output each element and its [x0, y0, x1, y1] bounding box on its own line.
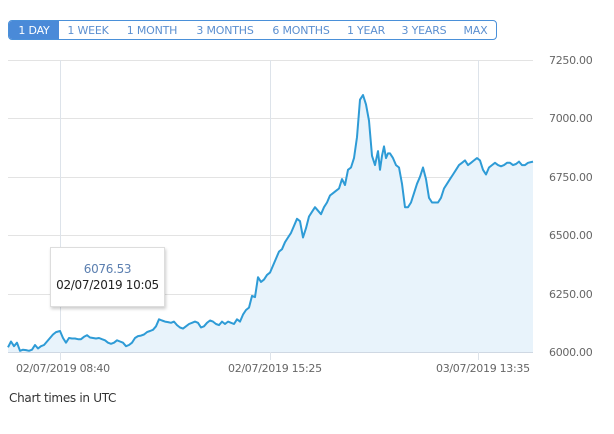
chart-tooltip: 6076.53 02/07/2019 10:05 [50, 247, 165, 307]
price-line [7, 94, 534, 352]
x-axis-label-3: 03/07/2019 13:35 [436, 362, 530, 375]
y-axis-label-6250: 6250.00 [549, 288, 593, 301]
price-area-fill [8, 95, 533, 352]
range-button-3-years[interactable]: 3 YEARS [401, 23, 447, 37]
range-button-max[interactable]: MAX [463, 23, 488, 37]
price-chart[interactable] [0, 0, 614, 380]
x-axis-label-2: 02/07/2019 15:25 [228, 362, 322, 375]
x-axis-label-1: 02/07/2019 08:40 [16, 362, 110, 375]
range-button-3-months[interactable]: 3 MONTHS [196, 23, 254, 37]
range-button-1-year[interactable]: 1 YEAR [346, 23, 386, 37]
tooltip-value: 6076.53 [83, 262, 132, 276]
range-button-6-months[interactable]: 6 MONTHS [272, 23, 330, 37]
range-button-1-week[interactable]: 1 WEEK [67, 23, 109, 37]
y-axis-label-6750: 6750.00 [549, 171, 593, 184]
range-button-1-day[interactable]: 1 DAY [9, 21, 59, 39]
chart-timezone-note: Chart times in UTC [9, 391, 117, 405]
y-axis-label-6500: 6500.00 [549, 229, 593, 242]
y-axis-label-7250: 7250.00 [549, 54, 593, 67]
y-axis-label-6000: 6000.00 [549, 346, 593, 359]
time-range-selector: 1 DAY 1 WEEK 1 MONTH 3 MONTHS 6 MONTHS 1… [8, 20, 497, 40]
tooltip-timestamp: 02/07/2019 10:05 [56, 278, 159, 292]
y-axis-label-7000: 7000.00 [549, 112, 593, 125]
range-button-1-month[interactable]: 1 MONTH [126, 23, 178, 37]
